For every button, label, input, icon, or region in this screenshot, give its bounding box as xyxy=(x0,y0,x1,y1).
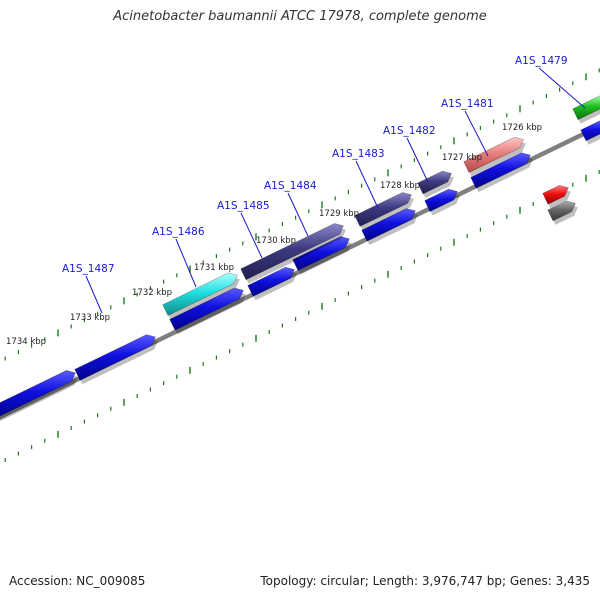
ruler-tick-label: 1732 kbp xyxy=(132,288,172,298)
feature-body xyxy=(463,136,524,173)
cds-feature[interactable] xyxy=(424,188,460,216)
gene-feature-a1s-1481[interactable] xyxy=(463,136,526,177)
leader-line xyxy=(240,212,263,259)
cds-feature[interactable] xyxy=(169,287,246,335)
ruler-tick-label: 1730 kbp xyxy=(256,236,296,246)
gene-label-text: A1S_1482 xyxy=(383,125,436,137)
cds-feature[interactable] xyxy=(292,236,352,275)
gene-feature-a1s-1482[interactable] xyxy=(417,170,454,198)
ruler-ticks xyxy=(4,68,600,462)
cds-feature[interactable] xyxy=(247,266,297,301)
gene-label-text: A1S_1481 xyxy=(441,98,494,110)
feature-body xyxy=(162,272,238,316)
feature-body xyxy=(247,266,295,297)
cds-feature[interactable] xyxy=(361,208,418,246)
gene-label-a1s-1485[interactable]: A1S_1485 xyxy=(217,200,270,259)
gene-label-a1s-1479[interactable]: A1S_1479 xyxy=(515,55,586,109)
feature-body xyxy=(361,208,416,242)
gene-label-text: A1S_1487 xyxy=(62,263,115,275)
leader-line xyxy=(355,160,379,209)
gene-label-text: A1S_1483 xyxy=(332,148,385,160)
leader-line xyxy=(464,110,489,157)
gene-label-a1s-1484[interactable]: A1S_1484 xyxy=(264,180,317,237)
page-title: Acinetobacter baumannii ATCC 17978, comp… xyxy=(113,9,487,24)
genome-summary: Topology: circular; Length: 3,976,747 bp… xyxy=(260,574,590,588)
gene-label-text: A1S_1486 xyxy=(152,226,205,238)
feature-body xyxy=(547,200,576,222)
cds-feature[interactable] xyxy=(470,152,533,193)
leader-line xyxy=(406,137,429,183)
feature-body xyxy=(470,152,531,189)
feature-body xyxy=(169,287,244,331)
feature-body xyxy=(0,370,76,417)
gene-feature-red[interactable] xyxy=(542,185,571,209)
feature-body xyxy=(74,334,156,381)
gene-label-text: A1S_1485 xyxy=(217,200,270,212)
gene-feature-a1s-1483[interactable] xyxy=(354,192,414,231)
feature-body xyxy=(354,192,412,227)
gene-feature-a1s-1484[interactable] xyxy=(240,223,346,284)
ruler-tick-label: 1729 kbp xyxy=(319,209,359,219)
gene-label-a1s-1483[interactable]: A1S_1483 xyxy=(332,148,385,209)
feature-body xyxy=(240,223,344,281)
cds-feature[interactable] xyxy=(0,370,78,422)
ruler-tick-label: 1734 kbp xyxy=(6,337,46,347)
gene-label-a1s-1482[interactable]: A1S_1482 xyxy=(383,125,436,183)
cds-feature[interactable] xyxy=(580,120,600,145)
gene-label-text: A1S_1479 xyxy=(515,55,568,67)
ruler-tick-label: 1726 kbp xyxy=(502,123,542,133)
ruler-tick-label: 1727 kbp xyxy=(442,153,482,163)
feature-body xyxy=(424,188,458,212)
gene-feature-a1s-1479[interactable] xyxy=(572,95,600,124)
gene-label-a1s-1487[interactable]: A1S_1487 xyxy=(62,263,115,314)
accession-label: Accession: NC_009085 xyxy=(9,574,146,588)
upper-ruler xyxy=(4,68,600,361)
gene-feature-a1s-1486[interactable] xyxy=(162,272,240,320)
feature-body xyxy=(572,95,600,121)
gene-feature-gray[interactable] xyxy=(547,200,578,225)
feature-body xyxy=(292,236,350,271)
leader-line xyxy=(175,238,197,288)
gene-label-text: A1S_1484 xyxy=(264,180,317,192)
feature-body xyxy=(542,185,569,205)
ruler-tick-label: 1728 kbp xyxy=(380,181,420,191)
ruler-tick-label: 1731 kbp xyxy=(194,263,234,273)
gene-label-a1s-1481[interactable]: A1S_1481 xyxy=(441,98,494,157)
leader-line xyxy=(538,67,586,109)
lower-ruler xyxy=(4,169,600,462)
feature-body xyxy=(417,170,452,195)
leader-line xyxy=(287,192,309,237)
cds-feature[interactable] xyxy=(74,334,158,385)
leader-line xyxy=(85,275,103,314)
gene-label-a1s-1486[interactable]: A1S_1486 xyxy=(152,226,205,288)
feature-labels: 1734 kbp 1733 kbp 1732 kbp 1731 kbp 1730 kbp… xyxy=(6,55,586,347)
gene-features xyxy=(0,95,600,422)
ruler-tick-label: 1733 kbp xyxy=(70,313,110,323)
feature-body xyxy=(580,120,600,142)
